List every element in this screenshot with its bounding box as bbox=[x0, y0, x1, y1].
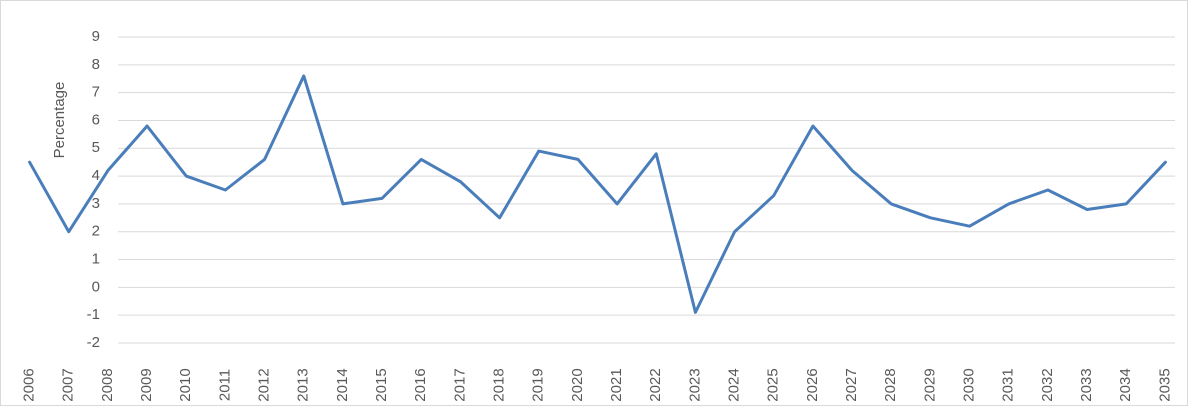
x-tick-label: 2022 bbox=[647, 368, 664, 401]
x-tick-label: 2011 bbox=[216, 369, 233, 401]
x-tick-label: 2017 bbox=[451, 368, 468, 401]
x-tick-label: 2018 bbox=[491, 368, 508, 401]
y-tick-label: 5 bbox=[92, 139, 100, 156]
x-tick-label: 2024 bbox=[726, 368, 743, 401]
x-tick-label: 2006 bbox=[21, 368, 38, 401]
x-tick-label: 2012 bbox=[256, 368, 273, 401]
x-tick-label: 2019 bbox=[530, 368, 547, 401]
x-tick-label: 2021 bbox=[608, 368, 625, 401]
x-tick-label: 2010 bbox=[177, 368, 194, 401]
y-tick-label: 4 bbox=[92, 167, 100, 184]
x-tick-label: 2033 bbox=[1078, 368, 1095, 401]
x-tick-label: 2030 bbox=[961, 368, 978, 401]
y-axis-title: Percentage bbox=[51, 82, 68, 159]
data-line bbox=[28, 74, 1167, 314]
x-tick-label: 2014 bbox=[334, 368, 351, 401]
y-tick-label: 9 bbox=[92, 28, 100, 45]
x-tick-label: 2013 bbox=[295, 368, 312, 401]
x-tick-label: 2026 bbox=[804, 368, 821, 401]
x-tick-label: 2025 bbox=[765, 368, 782, 401]
x-tick-label: 2035 bbox=[1156, 368, 1173, 401]
x-tick-label: 2028 bbox=[882, 368, 899, 401]
x-tick-label: 2029 bbox=[921, 368, 938, 401]
y-tick-label: 7 bbox=[92, 84, 100, 101]
x-tick-label: 2027 bbox=[843, 368, 860, 401]
y-tick-label: 3 bbox=[92, 195, 100, 212]
x-tick-label: 2016 bbox=[412, 368, 429, 401]
x-tick-label: 2031 bbox=[1000, 368, 1017, 401]
y-tick-label: 8 bbox=[92, 56, 100, 73]
y-tick-label: 1 bbox=[92, 251, 100, 268]
x-tick-label: 2020 bbox=[569, 368, 586, 401]
x-tick-label: 2015 bbox=[373, 368, 390, 401]
x-tick-label: 2008 bbox=[99, 368, 116, 401]
y-tick-label: 6 bbox=[92, 111, 100, 128]
y-tick-label: -1 bbox=[87, 306, 100, 323]
x-tick-label: 2032 bbox=[1039, 368, 1056, 401]
y-tick-label: -2 bbox=[87, 334, 100, 351]
y-tick-label: 2 bbox=[92, 223, 100, 240]
x-tick-label: 2007 bbox=[60, 368, 77, 401]
x-tick-label: 2023 bbox=[686, 368, 703, 401]
x-tick-label: 2034 bbox=[1117, 368, 1134, 401]
y-tick-label: 0 bbox=[92, 278, 100, 295]
x-tick-label: 2009 bbox=[138, 368, 155, 401]
